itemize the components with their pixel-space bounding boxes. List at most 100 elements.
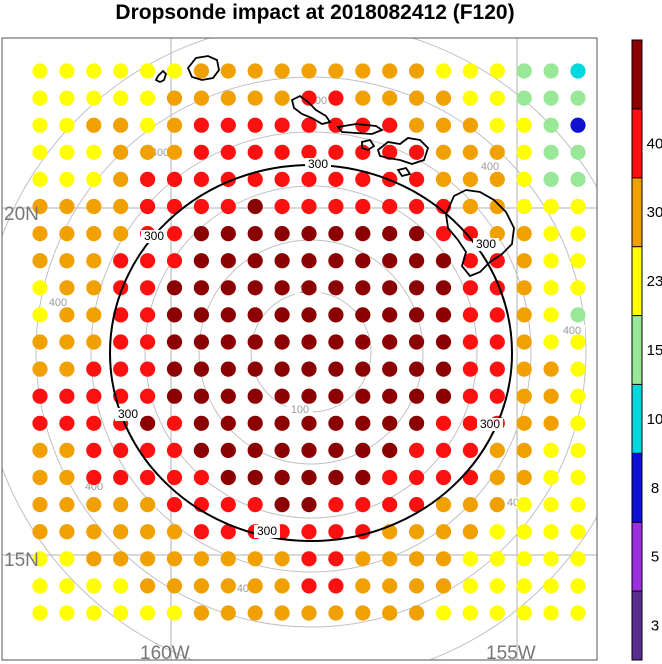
impact-point xyxy=(409,334,425,350)
impact-point xyxy=(274,253,290,269)
impact-point xyxy=(59,198,75,215)
impact-point xyxy=(32,63,48,79)
ring-label-bg xyxy=(477,161,503,173)
impact-point xyxy=(462,442,478,458)
impact-point xyxy=(435,307,452,323)
impact-point xyxy=(247,361,263,377)
impact-point xyxy=(516,497,532,513)
contour-label: 300 xyxy=(308,157,328,171)
impact-point xyxy=(274,171,290,187)
impact-point xyxy=(328,334,344,350)
impact-point xyxy=(113,551,129,567)
impact-point xyxy=(32,280,48,296)
impact-point xyxy=(166,469,183,486)
contour-label-bg xyxy=(473,238,499,251)
impact-point xyxy=(435,605,452,621)
contour-label: 300 xyxy=(257,524,277,538)
impact-point xyxy=(328,388,344,404)
impact-point xyxy=(140,307,156,323)
impact-point xyxy=(59,578,75,594)
impact-point xyxy=(355,388,371,404)
impact-point xyxy=(301,469,317,486)
impact-point xyxy=(301,415,317,431)
lat-label-20n: 20N xyxy=(4,204,39,225)
impact-point xyxy=(274,198,290,215)
impact-point xyxy=(86,171,102,187)
impact-point xyxy=(301,388,317,404)
impact-point xyxy=(113,361,129,377)
impact-point xyxy=(355,334,371,350)
impact-point xyxy=(220,253,236,269)
ring-label-bg xyxy=(559,325,585,337)
impact-point xyxy=(462,415,478,431)
impact-point xyxy=(113,171,129,187)
impact-point xyxy=(570,253,586,269)
impact-point xyxy=(247,469,263,486)
colorbar-segment xyxy=(632,453,642,523)
impact-point xyxy=(435,361,452,377)
impact-point xyxy=(32,361,48,377)
impact-point xyxy=(409,469,425,486)
island-lanai xyxy=(361,138,376,151)
impact-point xyxy=(543,117,559,133)
impact-point xyxy=(543,415,559,431)
impact-point xyxy=(301,307,317,323)
impact-point xyxy=(409,198,425,215)
impact-point xyxy=(328,280,344,296)
impact-point xyxy=(435,90,452,106)
impact-point xyxy=(355,497,371,513)
impact-point xyxy=(247,551,263,567)
colorbar-segment xyxy=(632,246,642,317)
impact-point xyxy=(462,524,478,540)
impact-point xyxy=(86,442,102,458)
impact-point xyxy=(193,171,209,187)
impact-point xyxy=(140,524,156,540)
island-hawaii xyxy=(445,189,515,278)
impact-point xyxy=(274,334,290,350)
impact-point xyxy=(435,415,452,431)
impact-point xyxy=(516,90,532,106)
impact-point xyxy=(247,578,263,594)
impact-point xyxy=(59,63,75,79)
impact-point xyxy=(516,442,532,458)
impact-point xyxy=(328,171,344,187)
impact-point xyxy=(409,90,425,106)
impact-point xyxy=(193,524,209,540)
ring-label-bg xyxy=(45,297,71,309)
impact-point xyxy=(140,388,156,404)
impact-point xyxy=(247,63,263,79)
impact-point xyxy=(59,280,75,296)
impact-point xyxy=(86,63,102,79)
impact-point xyxy=(166,334,183,350)
impact-point xyxy=(570,469,586,486)
impact-point xyxy=(274,469,290,486)
impact-point xyxy=(247,307,263,323)
impact-point xyxy=(193,415,209,431)
impact-point xyxy=(166,63,183,79)
impact-point xyxy=(355,307,371,323)
impact-point xyxy=(570,361,586,377)
impact-point xyxy=(220,469,236,486)
impact-point xyxy=(435,578,452,594)
impact-point xyxy=(274,90,290,106)
impact-point xyxy=(462,280,478,296)
impact-point xyxy=(166,253,183,269)
impact-point xyxy=(462,226,478,242)
impact-point xyxy=(382,307,398,323)
impact-point xyxy=(193,253,209,269)
impact-point xyxy=(328,63,344,79)
impact-point xyxy=(516,226,532,242)
impact-point xyxy=(409,497,425,513)
impact-point xyxy=(489,171,505,187)
impact-point xyxy=(409,551,425,567)
impact-point xyxy=(86,144,102,160)
impact-point xyxy=(59,307,75,323)
colorbar-segment xyxy=(632,384,642,454)
impact-point xyxy=(274,63,290,79)
impact-point xyxy=(301,578,317,594)
impact-point xyxy=(59,388,75,404)
impact-point xyxy=(301,442,317,458)
colorbar-frame xyxy=(631,39,643,661)
impact-point xyxy=(409,253,425,269)
impact-point xyxy=(140,551,156,567)
